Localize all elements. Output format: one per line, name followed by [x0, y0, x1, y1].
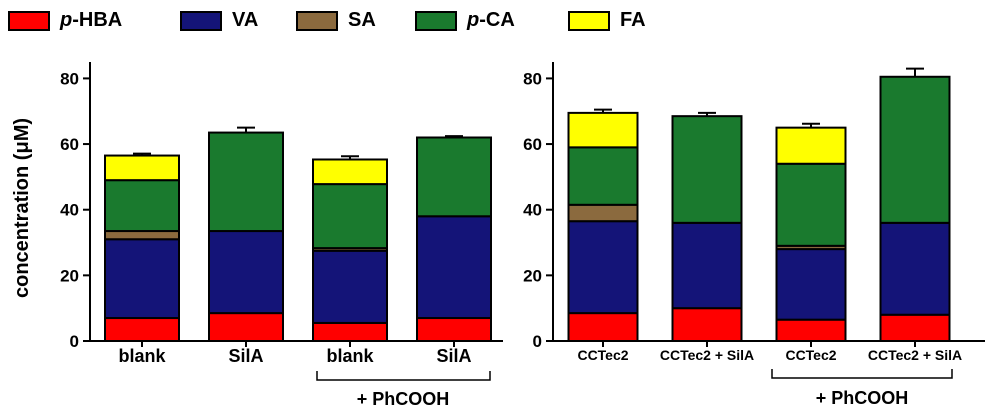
bar-segment-p-ca-cctec2-sila — [671, 115, 743, 224]
bar-segment-va-cctec2-sila — [879, 221, 951, 316]
x-tick-label-blank: blank — [326, 346, 374, 366]
group-bracket — [771, 369, 953, 379]
bar-segment-va-cctec2 — [567, 220, 639, 315]
bar-segment-p-hba-cctec2-sila — [671, 307, 743, 343]
legend-swatch-fa — [568, 11, 610, 31]
bar-segment-p-ca-cctec2-sila — [879, 75, 951, 224]
group-label: + PhCOOH — [816, 388, 909, 407]
x-tick-label-blank: blank — [118, 346, 166, 366]
legend-label-fa: FA — [620, 9, 646, 31]
bar-segment-p-ca-blank — [104, 179, 180, 233]
y-tick-label: 20 — [60, 266, 79, 285]
bar-segment-p-ca-cctec2 — [775, 162, 847, 247]
bar-segment-fa-blank — [312, 158, 388, 186]
bar-segment-va-sila — [208, 230, 284, 315]
bar-segment-p-hba-cctec2-sila — [879, 313, 951, 343]
bar-segment-p-ca-cctec2 — [567, 146, 639, 206]
bar-segment-p-hba-blank — [312, 321, 388, 342]
bar-segment-va-sila — [416, 215, 492, 320]
group-label: + PhCOOH — [357, 389, 450, 407]
bar-segment-p-hba-cctec2 — [567, 312, 639, 343]
x-tick-label-cctec2-sila: CCTec2 + SilA — [660, 347, 754, 363]
legend-swatch-phba — [8, 11, 50, 31]
y-tick-label: 40 — [523, 201, 542, 220]
y-tick-label: 60 — [60, 135, 79, 154]
bar-segment-va-blank — [312, 249, 388, 324]
y-axis-label: concentration (μM) — [11, 118, 33, 298]
y-tick-label: 60 — [523, 135, 542, 154]
bar-segment-p-hba-blank — [104, 317, 180, 342]
y-tick-label: 0 — [533, 332, 542, 351]
legend-label-pca: p-CA — [467, 9, 515, 31]
bar-segment-p-hba-cctec2 — [775, 318, 847, 342]
x-tick-label-cctec2: CCTec2 — [785, 347, 836, 363]
y-tick-label: 20 — [523, 266, 542, 285]
legend-swatch-sa — [296, 11, 338, 31]
bar-segment-p-ca-blank — [312, 183, 388, 250]
bar-segment-sa-cctec2 — [567, 203, 639, 223]
y-tick-label: 40 — [60, 201, 79, 220]
bar-segment-fa-cctec2 — [567, 111, 639, 149]
chart-panel-right: 0 20 40 60 80 CCTec2 CCTec2 + SilA CCTec2 CCTec2… — [523, 62, 985, 407]
bar-segment-sa-blank — [104, 230, 180, 241]
legend-label-phba: p-HBA — [60, 9, 123, 31]
legend: p-HBA VA SA p-CA FA — [0, 0, 987, 50]
bar-segment-p-hba-sila — [416, 317, 492, 342]
bar-segment-p-ca-sila — [416, 136, 492, 218]
x-tick-label-sila: SilA — [436, 346, 471, 366]
chart-panel-left: 0 20 40 60 80 blank SilA blank SilA + PhCOOH — [60, 62, 503, 407]
legend-label-va: VA — [232, 9, 259, 31]
legend-swatch-pca — [415, 11, 457, 31]
y-tick-label: 0 — [70, 332, 79, 351]
bar-segment-fa-cctec2 — [775, 126, 847, 165]
bar-segment-va-cctec2-sila — [671, 221, 743, 310]
legend-swatch-va — [180, 11, 222, 31]
bar-segment-p-ca-sila — [208, 131, 284, 233]
bar-segment-fa-blank — [104, 154, 180, 182]
bar-segment-va-cctec2 — [775, 248, 847, 321]
x-tick-label-cctec2: CCTec2 — [577, 347, 628, 363]
y-tick-label: 80 — [523, 69, 542, 88]
bar-segment-va-blank — [104, 238, 180, 320]
x-tick-label-cctec2-sila: CCTec2 + SilA — [868, 347, 962, 363]
group-bracket — [316, 371, 491, 381]
x-tick-label-sila: SilA — [228, 346, 263, 366]
bar-segment-p-hba-sila — [208, 312, 284, 343]
legend-label-sa: SA — [348, 9, 376, 31]
y-tick-label: 80 — [60, 69, 79, 88]
